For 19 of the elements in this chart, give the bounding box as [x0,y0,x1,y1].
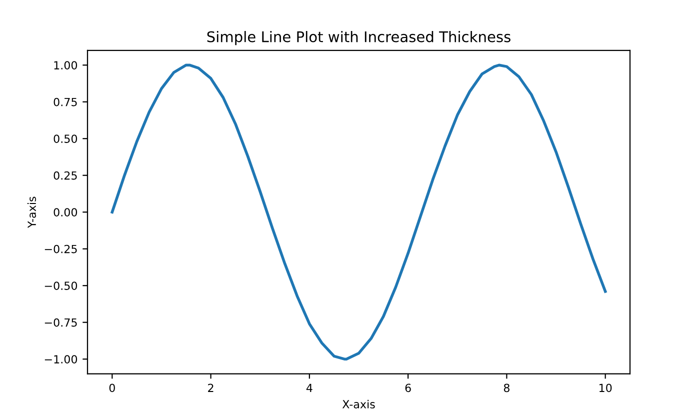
y-tick-label: 0.25 [54,171,77,180]
y-tick-label: −0.50 [44,282,78,290]
x-tick-label: 4 [306,384,312,392]
x-tick-label: 2 [208,384,214,392]
x-tick-label: 10 [599,384,612,392]
y-axis-title: Y-axis [27,196,36,228]
x-axis-title: X-axis [342,400,375,408]
x-tick-label: 8 [504,384,510,392]
x-tick-label: 0 [109,384,115,392]
y-tick-label: 0.75 [54,98,77,106]
y-tick-label: 0.50 [54,134,78,143]
y-tick-label: −0.25 [44,244,77,254]
y-tick-label: 1.00 [54,61,78,70]
x-tick-label: 6 [405,384,411,392]
y-tick-label: −1.00 [44,355,78,364]
line-series [110,64,607,360]
y-tick-label: 0.00 [54,208,78,216]
y-tick-label: −0.75 [44,318,77,327]
chart-title: Simple Line Plot with Increased Thickness [207,30,510,46]
